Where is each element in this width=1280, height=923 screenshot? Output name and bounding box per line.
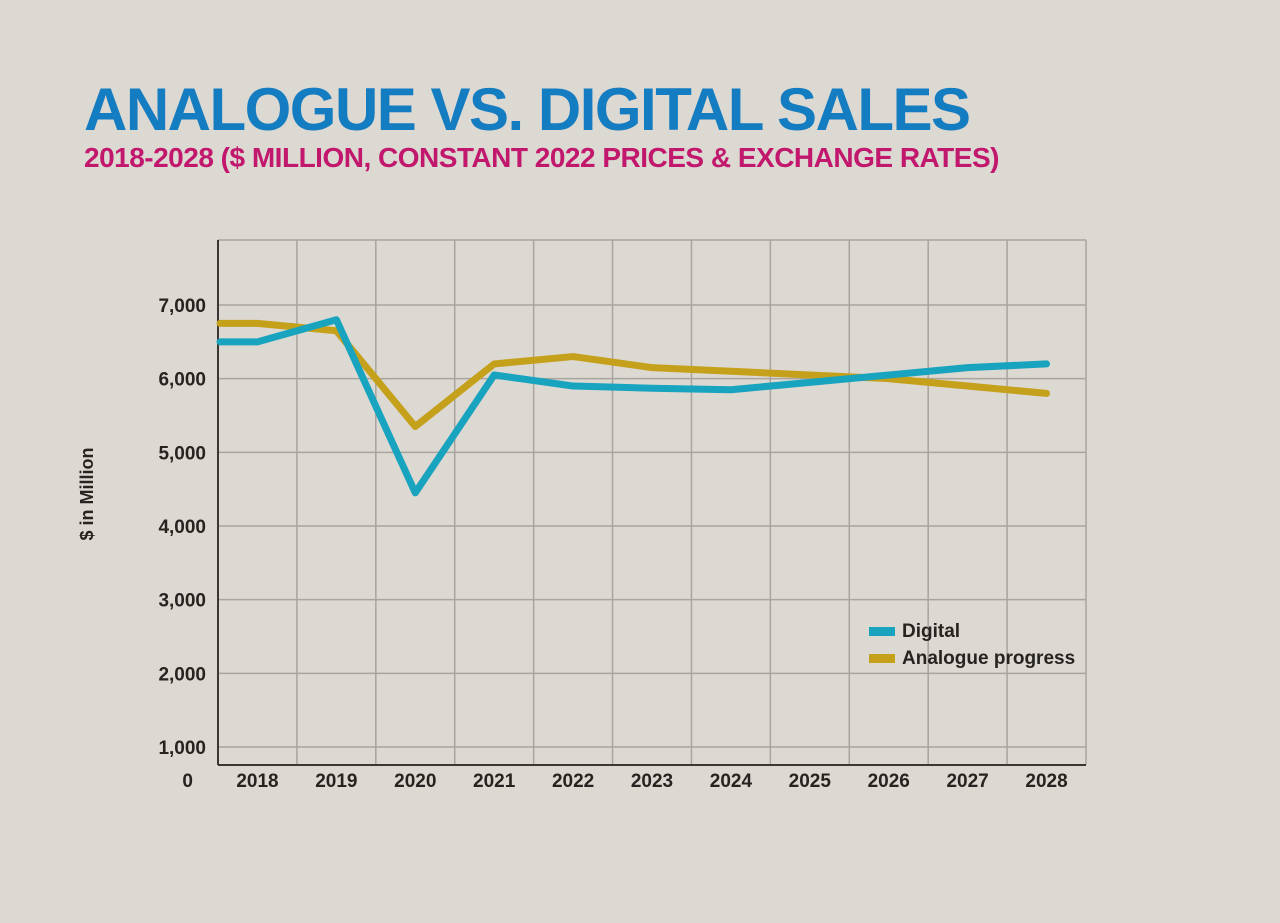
x-tick-label: 2022	[552, 771, 594, 792]
x-tick-label: 2024	[710, 771, 753, 792]
y-tick-label: 5,000	[158, 443, 206, 464]
y-tick-label: 7,000	[158, 296, 206, 317]
y-tick-label: 2,000	[158, 664, 206, 685]
x-tick-label: 2019	[315, 771, 357, 792]
origin-label: 0	[182, 771, 193, 792]
x-tick-label: 2018	[236, 771, 278, 792]
page-subtitle: 2018-2028 ($ MILLION, CONSTANT 2022 PRIC…	[84, 142, 999, 173]
x-tick-label: 2020	[394, 771, 436, 792]
legend-label-analogue-progress: Analogue progress	[902, 648, 1075, 669]
series-line-digital	[216, 316, 1051, 497]
x-tick-label: 2025	[789, 771, 832, 792]
page-title: ANALOGUE VS. DIGITAL SALES	[84, 76, 971, 143]
x-tick-label: 2026	[868, 771, 910, 792]
x-tick-label: 2023	[631, 771, 673, 792]
x-tick-label: 2021	[473, 771, 516, 792]
x-tick-label: 2027	[946, 771, 988, 792]
series-line-analogue-progress	[216, 319, 1051, 431]
y-tick-label: 3,000	[158, 591, 206, 612]
y-axis-title: $ in Million	[77, 448, 97, 541]
y-tick-label: 6,000	[158, 370, 206, 391]
legend-swatch-analogue-progress	[869, 654, 895, 663]
y-tick-label: 4,000	[158, 517, 206, 538]
x-tick-label: 2028	[1025, 771, 1067, 792]
y-tick-label: 1,000	[158, 738, 206, 759]
legend-label-digital: Digital	[902, 621, 960, 642]
legend-swatch-digital	[869, 627, 895, 636]
